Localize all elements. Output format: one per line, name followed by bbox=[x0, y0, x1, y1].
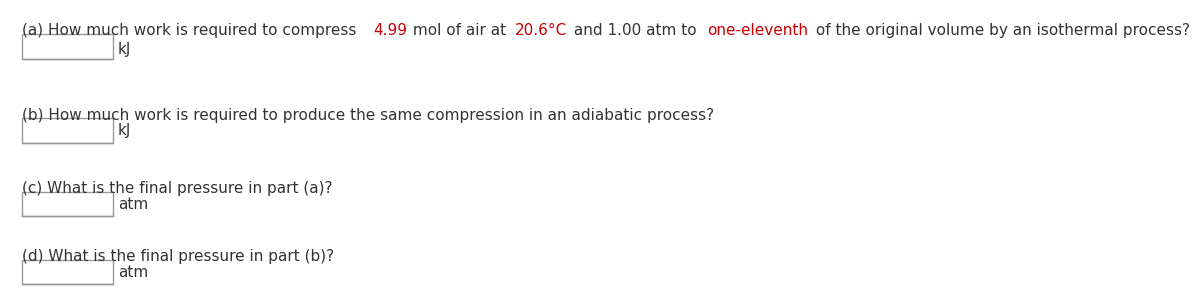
Text: atm: atm bbox=[118, 265, 148, 280]
Text: (a) How much work is required to compress: (a) How much work is required to compres… bbox=[22, 23, 361, 38]
Text: (c) What is the final pressure in part (a)?: (c) What is the final pressure in part (… bbox=[22, 181, 332, 196]
Text: atm: atm bbox=[118, 197, 148, 212]
Text: (b) How much work is required to produce the same compression in an adiabatic pr: (b) How much work is required to produce… bbox=[22, 108, 714, 123]
Text: kJ: kJ bbox=[118, 123, 131, 138]
Text: kJ: kJ bbox=[118, 42, 131, 57]
FancyBboxPatch shape bbox=[22, 119, 113, 143]
FancyBboxPatch shape bbox=[22, 260, 113, 284]
Text: of the original volume by an isothermal process?: of the original volume by an isothermal … bbox=[811, 23, 1190, 38]
Text: one-eleventh: one-eleventh bbox=[707, 23, 808, 38]
Text: and 1.00 atm to: and 1.00 atm to bbox=[569, 23, 702, 38]
Text: 20.6°C: 20.6°C bbox=[515, 23, 568, 38]
Text: 4.99: 4.99 bbox=[373, 23, 407, 38]
FancyBboxPatch shape bbox=[22, 34, 113, 59]
FancyBboxPatch shape bbox=[22, 192, 113, 216]
Text: (d) What is the final pressure in part (b)?: (d) What is the final pressure in part (… bbox=[22, 249, 334, 264]
Text: mol of air at: mol of air at bbox=[408, 23, 511, 38]
